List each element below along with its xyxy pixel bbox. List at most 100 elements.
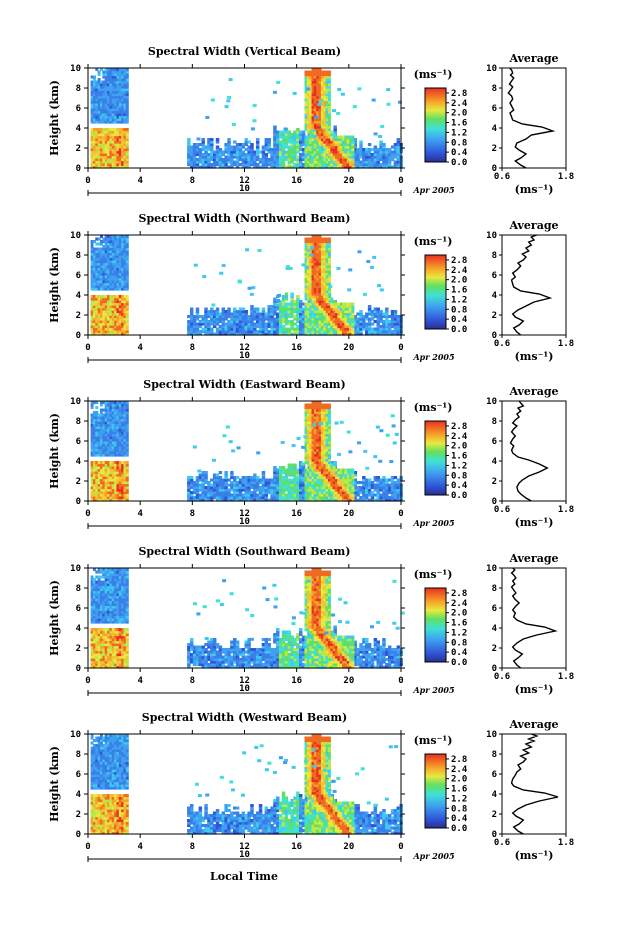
heatmap-cell	[344, 307, 348, 311]
heatmap-cell	[123, 270, 127, 274]
heatmap-cell	[335, 307, 338, 311]
heatmap-cell	[210, 493, 214, 497]
heatmap-cell	[287, 307, 292, 311]
heatmap-cell	[376, 158, 380, 162]
heatmap-cell	[320, 252, 324, 256]
heatmap-cell	[296, 143, 300, 147]
heatmap-cell	[327, 105, 331, 109]
heatmap-cell	[293, 140, 297, 144]
heatmap-cell	[104, 130, 108, 134]
heatmap-cell	[99, 443, 103, 447]
y-tick-label: 6	[76, 271, 81, 281]
heatmap-cell	[92, 436, 96, 440]
heatmap-cell	[359, 150, 363, 154]
heatmap-cell	[99, 428, 103, 432]
heatmap-cell	[335, 153, 338, 157]
heatmap-cell	[189, 481, 194, 485]
heatmap-cell	[238, 488, 243, 492]
heatmap-cell	[244, 496, 248, 500]
heatmap-cell	[376, 322, 380, 326]
heatmap-cell	[123, 160, 127, 164]
heatmap-cell	[90, 145, 94, 149]
heatmap-cell	[316, 103, 320, 107]
heatmap-cell	[276, 163, 280, 167]
heatmap-cell	[299, 302, 303, 306]
heatmap-cell	[306, 103, 310, 107]
heatmap-cell	[335, 150, 338, 154]
heatmap-cell	[301, 133, 306, 137]
heatmap-cell	[99, 110, 103, 114]
heatmap-cell	[250, 320, 254, 324]
heatmap-cell	[273, 135, 277, 139]
heatmap-cell	[195, 325, 200, 329]
heatmap-cell	[313, 73, 317, 77]
heatmap-cell	[238, 145, 243, 149]
heatmap-cell	[327, 128, 331, 132]
heatmap-cell	[365, 315, 369, 319]
heatmap-cell	[90, 115, 94, 119]
heatmap-cell	[316, 237, 320, 241]
heatmap-cell	[95, 468, 99, 472]
heatmap-cell	[116, 78, 120, 82]
colorbar	[424, 87, 447, 163]
heatmap-cell	[233, 307, 237, 311]
heatmap-cell	[373, 332, 378, 336]
heatmap-cell	[287, 163, 292, 167]
heatmap-cell	[320, 240, 324, 244]
heatmap-cell	[318, 165, 322, 169]
heatmap-cell	[187, 486, 191, 490]
heatmap-cell	[258, 496, 263, 500]
heatmap-cell	[325, 295, 329, 299]
heatmap-cell	[92, 498, 96, 502]
heatmap-cell	[313, 118, 317, 122]
heatmap-cell	[97, 148, 101, 152]
heatmap-cell	[99, 295, 103, 299]
heatmap-cell	[97, 443, 101, 447]
heatmap-cell	[323, 80, 327, 84]
heatmap-cell	[207, 312, 211, 316]
heatmap-cell	[102, 155, 106, 159]
heatmap-cell	[99, 413, 103, 417]
heatmap-cell	[332, 322, 336, 326]
heatmap-cell	[365, 332, 369, 336]
heatmap-cell	[356, 325, 360, 329]
heatmap-cell	[309, 108, 313, 112]
heatmap-cell	[121, 448, 125, 452]
heatmap-cell	[97, 451, 101, 455]
heatmap-cell	[104, 105, 108, 109]
heatmap-cell	[99, 140, 103, 144]
heatmap-cell	[284, 315, 289, 319]
heatmap-cell	[247, 491, 251, 495]
heatmap-cell	[102, 83, 106, 87]
heatmap-cell	[335, 325, 338, 329]
heatmap-cell	[304, 140, 308, 144]
heatmap-cell	[90, 100, 94, 104]
heatmap-cell	[366, 260, 371, 264]
heatmap-cell	[95, 237, 99, 241]
heatmap-cell	[99, 493, 103, 497]
avg-x-tick-label: 1.8	[558, 172, 574, 182]
heatmap-cell	[349, 317, 353, 321]
heatmap-cell	[123, 85, 127, 89]
heatmap-cell	[264, 315, 269, 319]
heatmap-cell	[309, 310, 313, 314]
heatmap-cell	[339, 315, 343, 319]
heatmap-cell	[125, 461, 129, 465]
heatmap-cell	[123, 158, 127, 162]
heatmap-cell	[293, 305, 297, 309]
heatmap-cell	[125, 267, 129, 271]
heatmap-cell	[118, 242, 122, 246]
heatmap-cell	[201, 138, 205, 142]
heatmap-cell	[95, 463, 99, 467]
heatmap-cell	[121, 463, 125, 467]
heatmap-cell	[313, 78, 317, 82]
heatmap-cell	[253, 153, 257, 157]
heatmap-cell	[92, 88, 96, 92]
heatmap-cell	[396, 153, 401, 157]
heatmap-cell	[218, 471, 223, 475]
heatmap-cell	[332, 150, 336, 154]
heatmap-cell	[92, 250, 96, 254]
heatmap-cell	[123, 433, 127, 437]
heatmap-cell	[281, 155, 286, 159]
heatmap-cell	[313, 315, 317, 319]
